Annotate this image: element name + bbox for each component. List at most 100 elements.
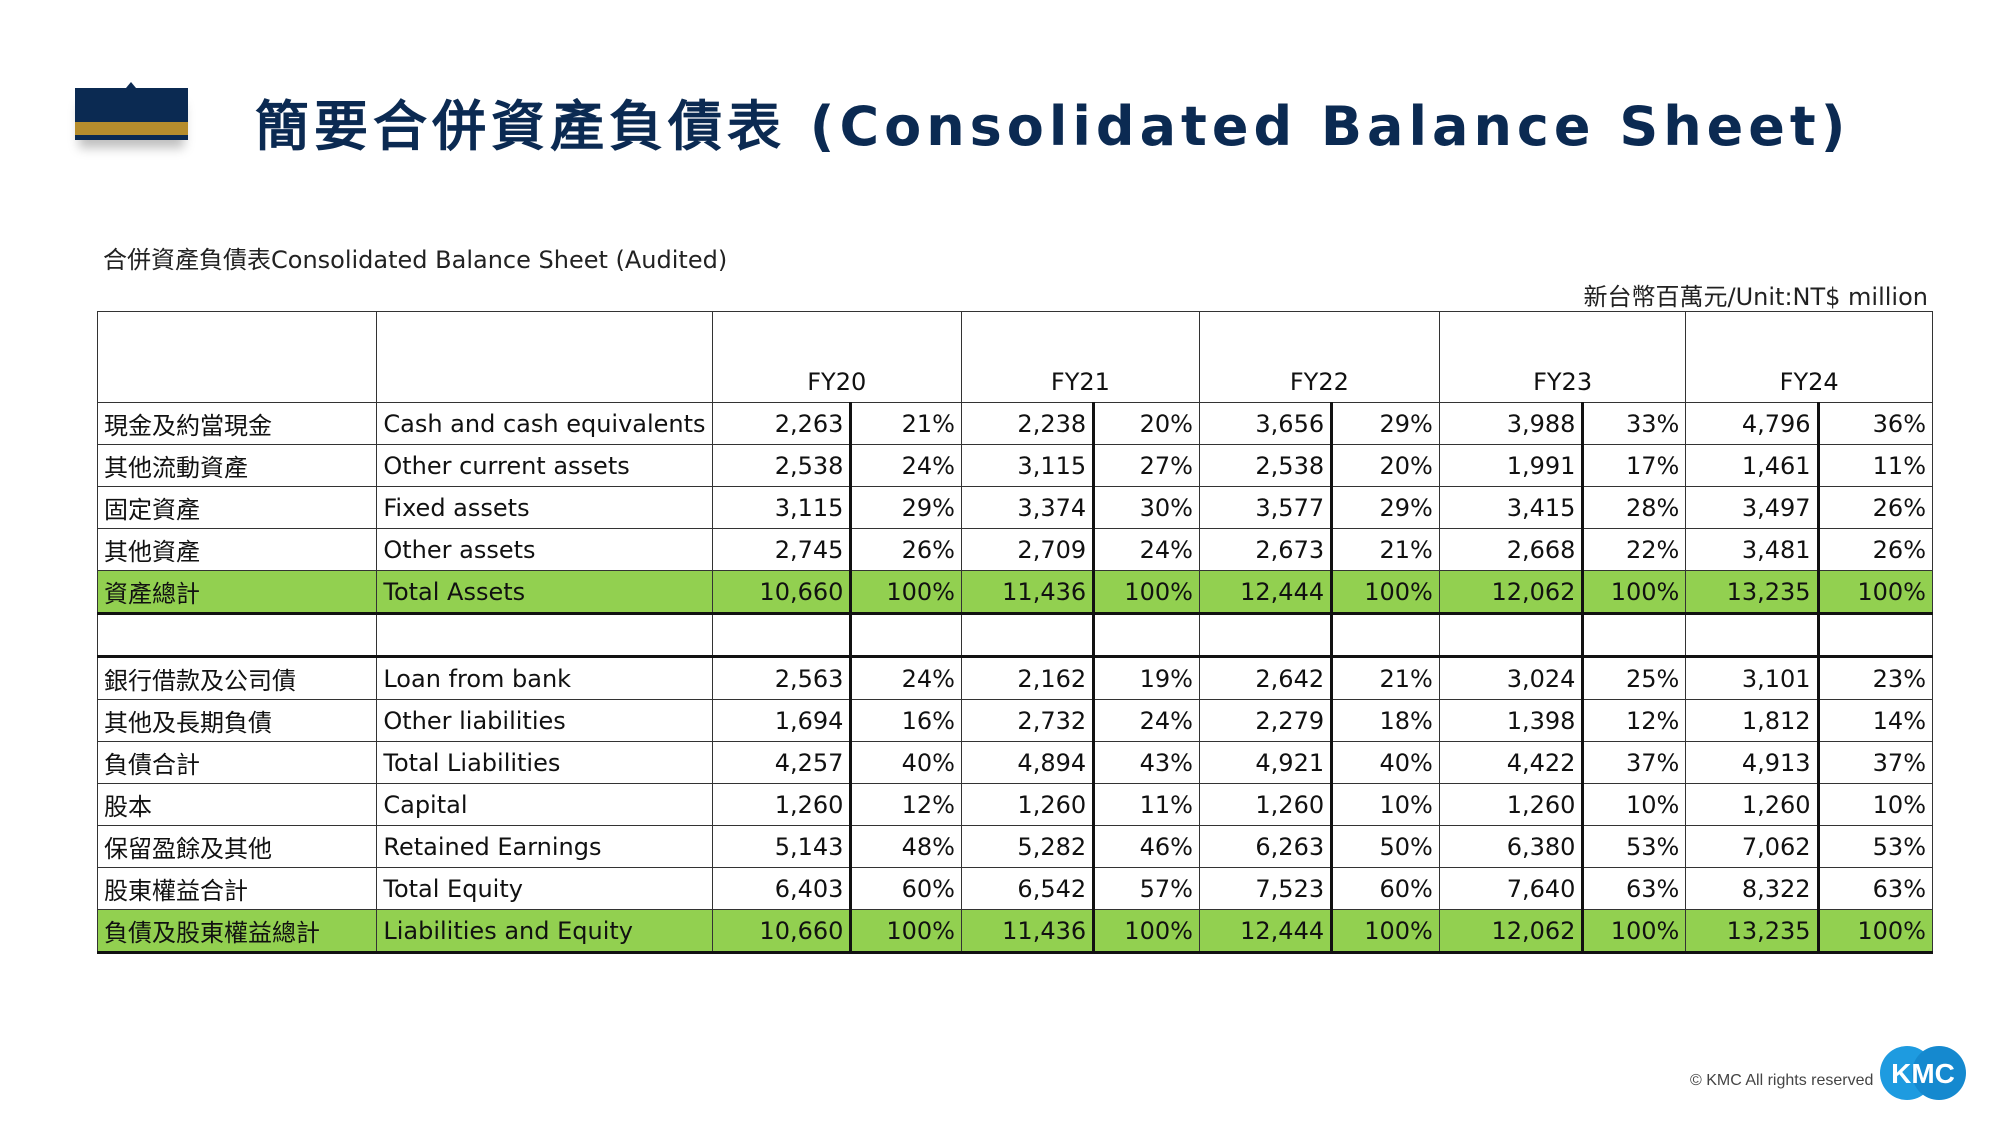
- amount-cell: 2,673: [1198, 528, 1334, 571]
- amount-cell: 3,101: [1685, 656, 1820, 700]
- percent-cell: 19%: [1093, 656, 1200, 700]
- amount-cell: 1,812: [1685, 699, 1820, 742]
- amount-cell: 2,642: [1198, 656, 1334, 700]
- item-en: Total Assets: [376, 570, 713, 615]
- percent-cell: 12%: [850, 783, 962, 826]
- item-zh: 其他流動資產: [96, 444, 378, 487]
- percent-cell: 60%: [850, 867, 962, 910]
- percent-cell: 37%: [1817, 741, 1934, 784]
- percent-cell: 100%: [1817, 909, 1934, 954]
- amount-cell: 3,497: [1685, 486, 1820, 529]
- amount-cell: 3,415: [1438, 486, 1585, 529]
- item-zh: 現金及約當現金: [96, 402, 378, 445]
- total-row: 資產總計 Total Assets 10,660 100% 11,436 100% 12,4…: [96, 570, 1934, 615]
- percent-cell: 60%: [1331, 867, 1440, 910]
- page-title: 簡要合併資產負債表 (Consolidated Balance Sheet): [255, 95, 1851, 158]
- item-zh: 其他及長期負債: [96, 699, 378, 742]
- percent-cell: 24%: [1093, 699, 1200, 742]
- amount-cell: 8,322: [1685, 867, 1820, 910]
- item-en: Cash and cash equivalents: [376, 402, 713, 445]
- table-row: 負債合計 Total Liabilities 4,257 40% 4,894 43% 4,9…: [96, 741, 1934, 784]
- percent-cell: 53%: [1817, 825, 1934, 868]
- amount-cell: 3,115: [960, 444, 1096, 487]
- amount-cell: 11,436: [960, 570, 1096, 615]
- percent-cell: 29%: [850, 486, 962, 529]
- percent-cell: 20%: [1093, 402, 1200, 445]
- percent-cell: 63%: [1582, 867, 1687, 910]
- item-en: Other assets: [376, 528, 713, 571]
- amount-cell: 12,444: [1198, 570, 1334, 615]
- amount-cell: 4,796: [1685, 402, 1820, 445]
- amount-cell: 2,732: [960, 699, 1096, 742]
- amount-cell: 4,921: [1198, 741, 1334, 784]
- percent-cell: 18%: [1331, 699, 1440, 742]
- table-row: 其他流動資產 Other current assets 2,538 24% 3,115 2…: [96, 444, 1934, 487]
- amount-cell: 7,640: [1438, 867, 1585, 910]
- amount-cell: 3,577: [1198, 486, 1334, 529]
- percent-cell: 10%: [1817, 783, 1934, 826]
- svg-text:KMC: KMC: [1891, 1058, 1955, 1089]
- percent-cell: 29%: [1331, 486, 1440, 529]
- amount-cell: 3,481: [1685, 528, 1820, 571]
- percent-cell: 100%: [850, 570, 962, 615]
- percent-cell: 30%: [1093, 486, 1200, 529]
- percent-cell: 48%: [850, 825, 962, 868]
- title-flag-icon: [75, 82, 188, 140]
- amount-cell: 1,991: [1438, 444, 1585, 487]
- amount-cell: 3,656: [1198, 402, 1334, 445]
- item-zh: 股東權益合計: [96, 867, 378, 910]
- percent-cell: 50%: [1331, 825, 1440, 868]
- amount-cell: 7,523: [1198, 867, 1334, 910]
- year-header: FY20: [711, 311, 962, 403]
- item-zh: 股本: [96, 783, 378, 826]
- copyright-text: © KMC All rights reserved: [1690, 1072, 1874, 1089]
- amount-cell: 7,062: [1685, 825, 1820, 868]
- header-row: FY20 FY21 FY22 FY23 FY24: [96, 311, 1933, 403]
- amount-cell: 2,263: [711, 402, 853, 445]
- amount-cell: 2,668: [1438, 528, 1585, 571]
- amount-cell: 13,235: [1685, 570, 1820, 615]
- item-en: Total Liabilities: [376, 741, 713, 784]
- percent-cell: 27%: [1093, 444, 1200, 487]
- table-row: 股東權益合計 Total Equity 6,403 60% 6,542 57% 7,523 6…: [96, 867, 1934, 910]
- amount-cell: 1,260: [1198, 783, 1334, 826]
- percent-cell: 21%: [1331, 656, 1440, 700]
- percent-cell: 53%: [1582, 825, 1687, 868]
- amount-cell: 3,115: [711, 486, 853, 529]
- percent-cell: 100%: [850, 909, 962, 954]
- amount-cell: 2,162: [960, 656, 1096, 700]
- year-header: FY22: [1198, 311, 1440, 403]
- year-header: FY24: [1685, 311, 1933, 403]
- percent-cell: 100%: [1331, 909, 1440, 954]
- percent-cell: 10%: [1331, 783, 1440, 826]
- percent-cell: 24%: [850, 656, 962, 700]
- percent-cell: 20%: [1331, 444, 1440, 487]
- percent-cell: 17%: [1582, 444, 1687, 487]
- amount-cell: 1,694: [711, 699, 853, 742]
- amount-cell: 11,436: [960, 909, 1096, 954]
- percent-cell: 23%: [1817, 656, 1934, 700]
- percent-cell: 24%: [850, 444, 962, 487]
- percent-cell: 11%: [1817, 444, 1934, 487]
- item-zh: 銀行借款及公司債: [96, 656, 378, 700]
- percent-cell: 100%: [1582, 570, 1687, 615]
- percent-cell: 33%: [1582, 402, 1687, 445]
- percent-cell: 63%: [1817, 867, 1934, 910]
- amount-cell: 3,988: [1438, 402, 1585, 445]
- table-row: 固定資產 Fixed assets 3,115 29% 3,374 30% 3,577 29%…: [96, 486, 1934, 529]
- item-zh: 負債合計: [96, 741, 378, 784]
- percent-cell: 100%: [1582, 909, 1687, 954]
- amount-cell: 3,374: [960, 486, 1096, 529]
- percent-cell: 57%: [1093, 867, 1200, 910]
- amount-cell: 4,422: [1438, 741, 1585, 784]
- amount-cell: 10,660: [711, 570, 853, 615]
- table-row: 銀行借款及公司債 Loan from bank 2,563 24% 2,162 19% 2,…: [96, 656, 1934, 700]
- percent-cell: 100%: [1093, 570, 1200, 615]
- amount-cell: 10,660: [711, 909, 853, 954]
- percent-cell: 40%: [1331, 741, 1440, 784]
- amount-cell: 6,542: [960, 867, 1096, 910]
- percent-cell: 16%: [850, 699, 962, 742]
- percent-cell: 22%: [1582, 528, 1687, 571]
- percent-cell: 26%: [1817, 528, 1934, 571]
- table-caption: 合併資產負債表Consolidated Balance Sheet (Audit…: [103, 246, 728, 274]
